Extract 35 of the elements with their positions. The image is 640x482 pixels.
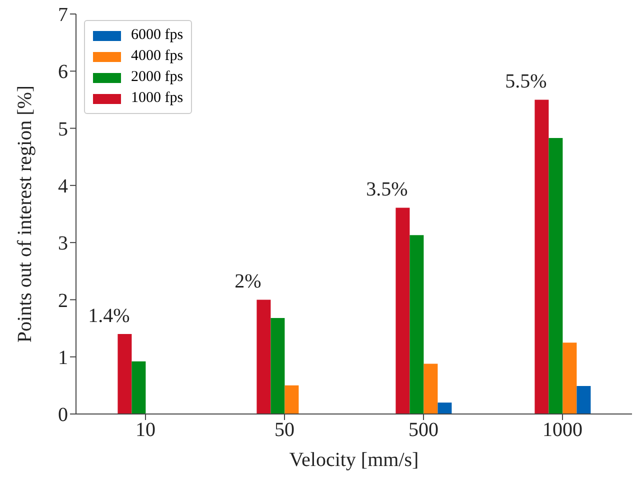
y-tick-label: 1	[58, 346, 68, 369]
y-tick-label: 5	[58, 118, 68, 140]
bar	[256, 300, 271, 414]
legend-label: 6000 fps	[131, 27, 184, 44]
x-tick-label: 10	[136, 419, 156, 442]
bar	[424, 364, 438, 414]
y-tick-label: 6	[58, 61, 68, 84]
bar	[284, 385, 299, 414]
x-axis-title: Velocity [mm/s]	[289, 449, 419, 471]
bar	[534, 100, 549, 414]
bar	[396, 208, 410, 414]
y-tick-label: 3	[58, 232, 68, 255]
y-tick-label: 4	[58, 176, 68, 198]
bar	[576, 386, 591, 414]
x-tick-label: 500	[408, 419, 438, 442]
y-tick-label: 2	[58, 290, 68, 312]
annotation: 5.5%	[505, 70, 547, 93]
bar	[562, 342, 577, 414]
legend-label: 4000 fps	[131, 48, 184, 65]
bar	[132, 361, 146, 414]
annotation: 3.5%	[366, 178, 408, 201]
bar	[438, 402, 452, 414]
legend-label: 2000 fps	[131, 69, 184, 86]
y-tick-label: 7	[58, 4, 68, 26]
legend-label: 1000 fps	[131, 90, 184, 107]
bar	[270, 318, 285, 414]
y-tick-label: 0	[58, 404, 68, 426]
annotation: 2%	[234, 270, 262, 293]
y-axis-title: Points out of interest region [%]	[14, 85, 36, 343]
bar	[118, 334, 132, 414]
bar	[548, 138, 563, 414]
x-tick-label: 1000	[542, 419, 582, 442]
annotation: 1.4%	[88, 305, 130, 327]
x-tick-label: 50	[274, 419, 294, 442]
bar	[410, 235, 424, 414]
